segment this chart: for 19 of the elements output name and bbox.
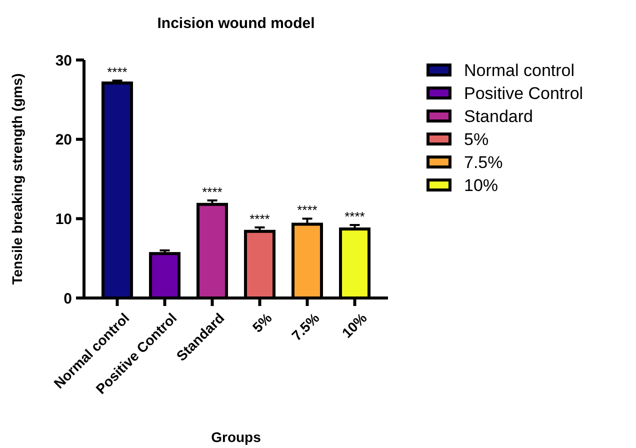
annotation: **** [344, 209, 365, 224]
chart-title: Incision wound model [157, 15, 315, 32]
legend-label: Standard [464, 106, 533, 126]
y-tick-label: 0 [64, 290, 72, 308]
annotation: **** [107, 64, 128, 80]
legend-label: 10% [464, 176, 498, 195]
y-tick-label: 20 [55, 132, 72, 149]
annotation: **** [297, 202, 318, 218]
y-axis-title: Tensile breaking strength (gms) [9, 73, 25, 285]
annotation: **** [202, 184, 222, 200]
legend-label: Normal control [464, 60, 575, 80]
annotation: **** [250, 211, 270, 226]
legend-label: 7.5% [464, 152, 503, 172]
x-tick-label: 5% [249, 309, 276, 336]
y-tick-label: 30 [55, 52, 72, 70]
legend-label: 5% [464, 130, 489, 149]
x-axis-title: Groups [211, 429, 262, 445]
y-tick-label: 10 [55, 210, 72, 228]
legend-label: Positive Control [464, 84, 584, 103]
